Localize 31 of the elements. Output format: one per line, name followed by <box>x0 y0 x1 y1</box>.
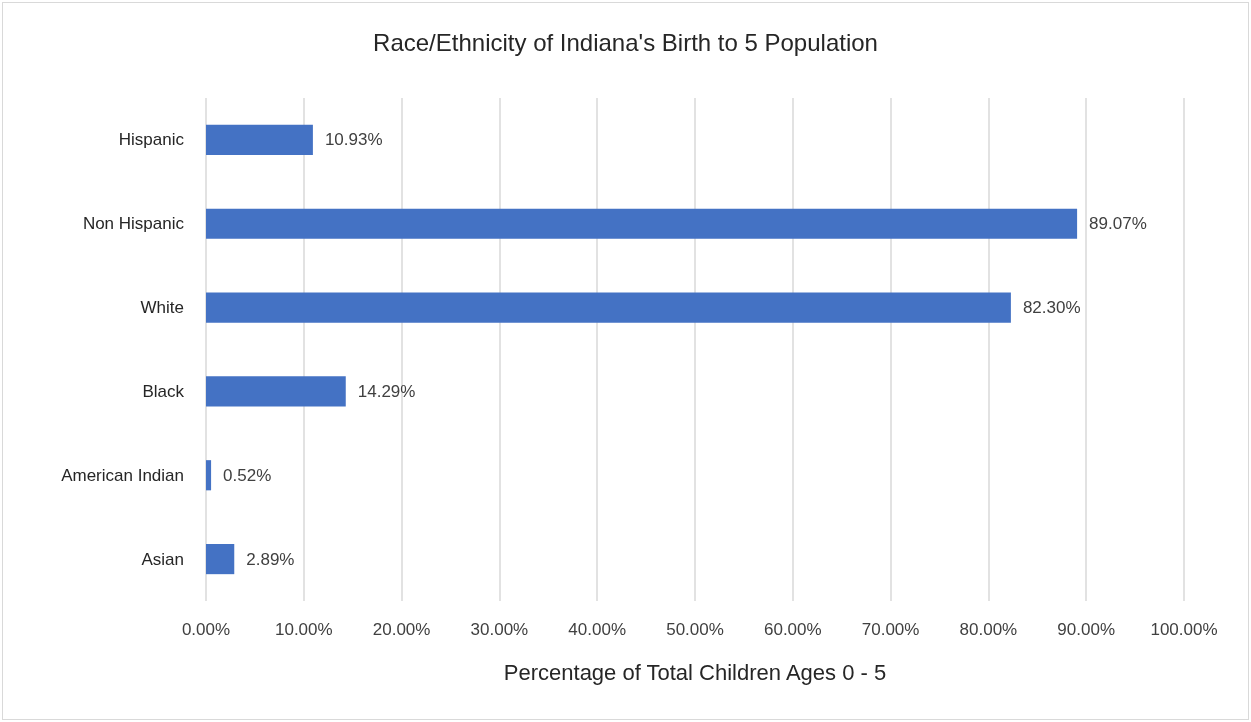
y-tick-label: Asian <box>141 549 184 569</box>
x-axis-title: Percentage of Total Children Ages 0 - 5 <box>503 659 887 685</box>
bar <box>206 208 1078 239</box>
x-tick-label: 80.00% <box>959 620 1018 639</box>
x-tick-label: 10.00% <box>274 620 333 639</box>
x-tick-label: 70.00% <box>861 620 920 639</box>
bar <box>206 292 1011 323</box>
data-label: 14.29% <box>357 381 416 401</box>
y-tick-label: Black <box>142 381 185 401</box>
data-label: 0.52% <box>223 465 272 485</box>
data-label: 2.89% <box>246 549 295 569</box>
chart-title: Race/Ethnicity of Indiana's Birth to 5 Population <box>373 28 878 56</box>
y-tick-label: White <box>140 298 184 318</box>
bar <box>206 376 346 407</box>
x-tick-label: 90.00% <box>1057 620 1116 639</box>
bar <box>206 543 235 575</box>
y-tick-label: Hispanic <box>118 130 185 150</box>
x-tick-label: 30.00% <box>470 620 529 639</box>
x-tick-label: 50.00% <box>666 620 724 639</box>
bar <box>206 460 212 491</box>
x-tick-label: 40.00% <box>568 620 627 639</box>
x-tick-label: 0.00% <box>181 620 231 639</box>
y-tick-label: Non Hispanic <box>82 214 185 234</box>
x-tick-label: 20.00% <box>372 620 431 639</box>
y-tick-label: American Indian <box>61 465 184 485</box>
x-tick-label: 60.00% <box>763 620 822 639</box>
data-label: 10.93% <box>324 130 383 150</box>
x-tick-label: 100.00% <box>1150 620 1218 639</box>
bar <box>206 124 313 156</box>
data-label: 89.07% <box>1089 214 1147 234</box>
data-label: 82.30% <box>1022 298 1081 318</box>
